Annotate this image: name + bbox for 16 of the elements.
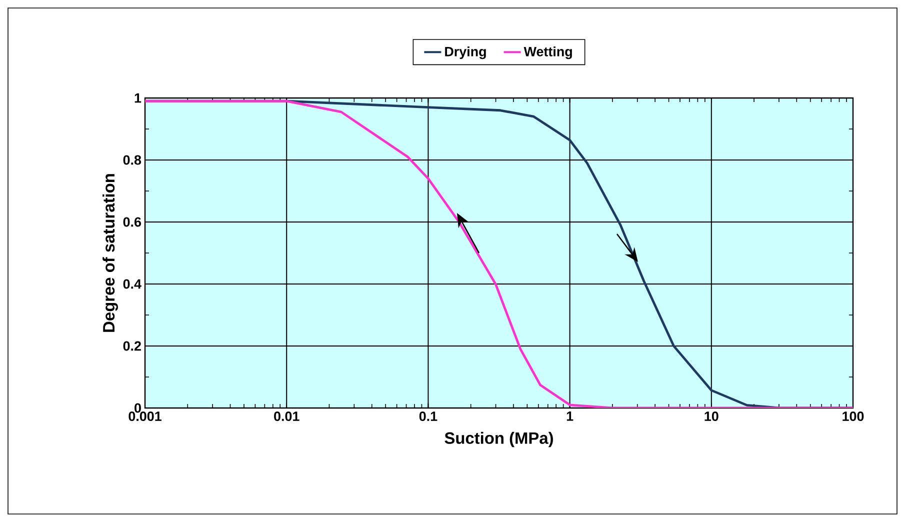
x-tick-label: 1 <box>566 412 574 421</box>
legend-label: Wetting <box>524 46 572 60</box>
x-tick-label: 10 <box>704 412 718 422</box>
x-tick-label: 0.001 <box>128 412 162 422</box>
legend-label: Drying <box>445 46 486 60</box>
y-axis-title: Degree of saturation <box>102 174 118 332</box>
y-tick-label: 0.6 <box>123 217 142 227</box>
x-tick-label: 100 <box>842 412 864 422</box>
y-tick-label: 0 <box>134 403 141 413</box>
x-axis-title: Suction (MPa) <box>444 432 553 448</box>
y-tick-label: 0.2 <box>123 341 141 351</box>
y-tick-label: 0.8 <box>123 155 142 165</box>
x-tick-label: 0.1 <box>419 412 438 422</box>
y-tick-label: 0.4 <box>123 279 142 289</box>
x-tick-label: 0.01 <box>274 412 300 422</box>
y-tick-label: 1 <box>134 93 142 103</box>
